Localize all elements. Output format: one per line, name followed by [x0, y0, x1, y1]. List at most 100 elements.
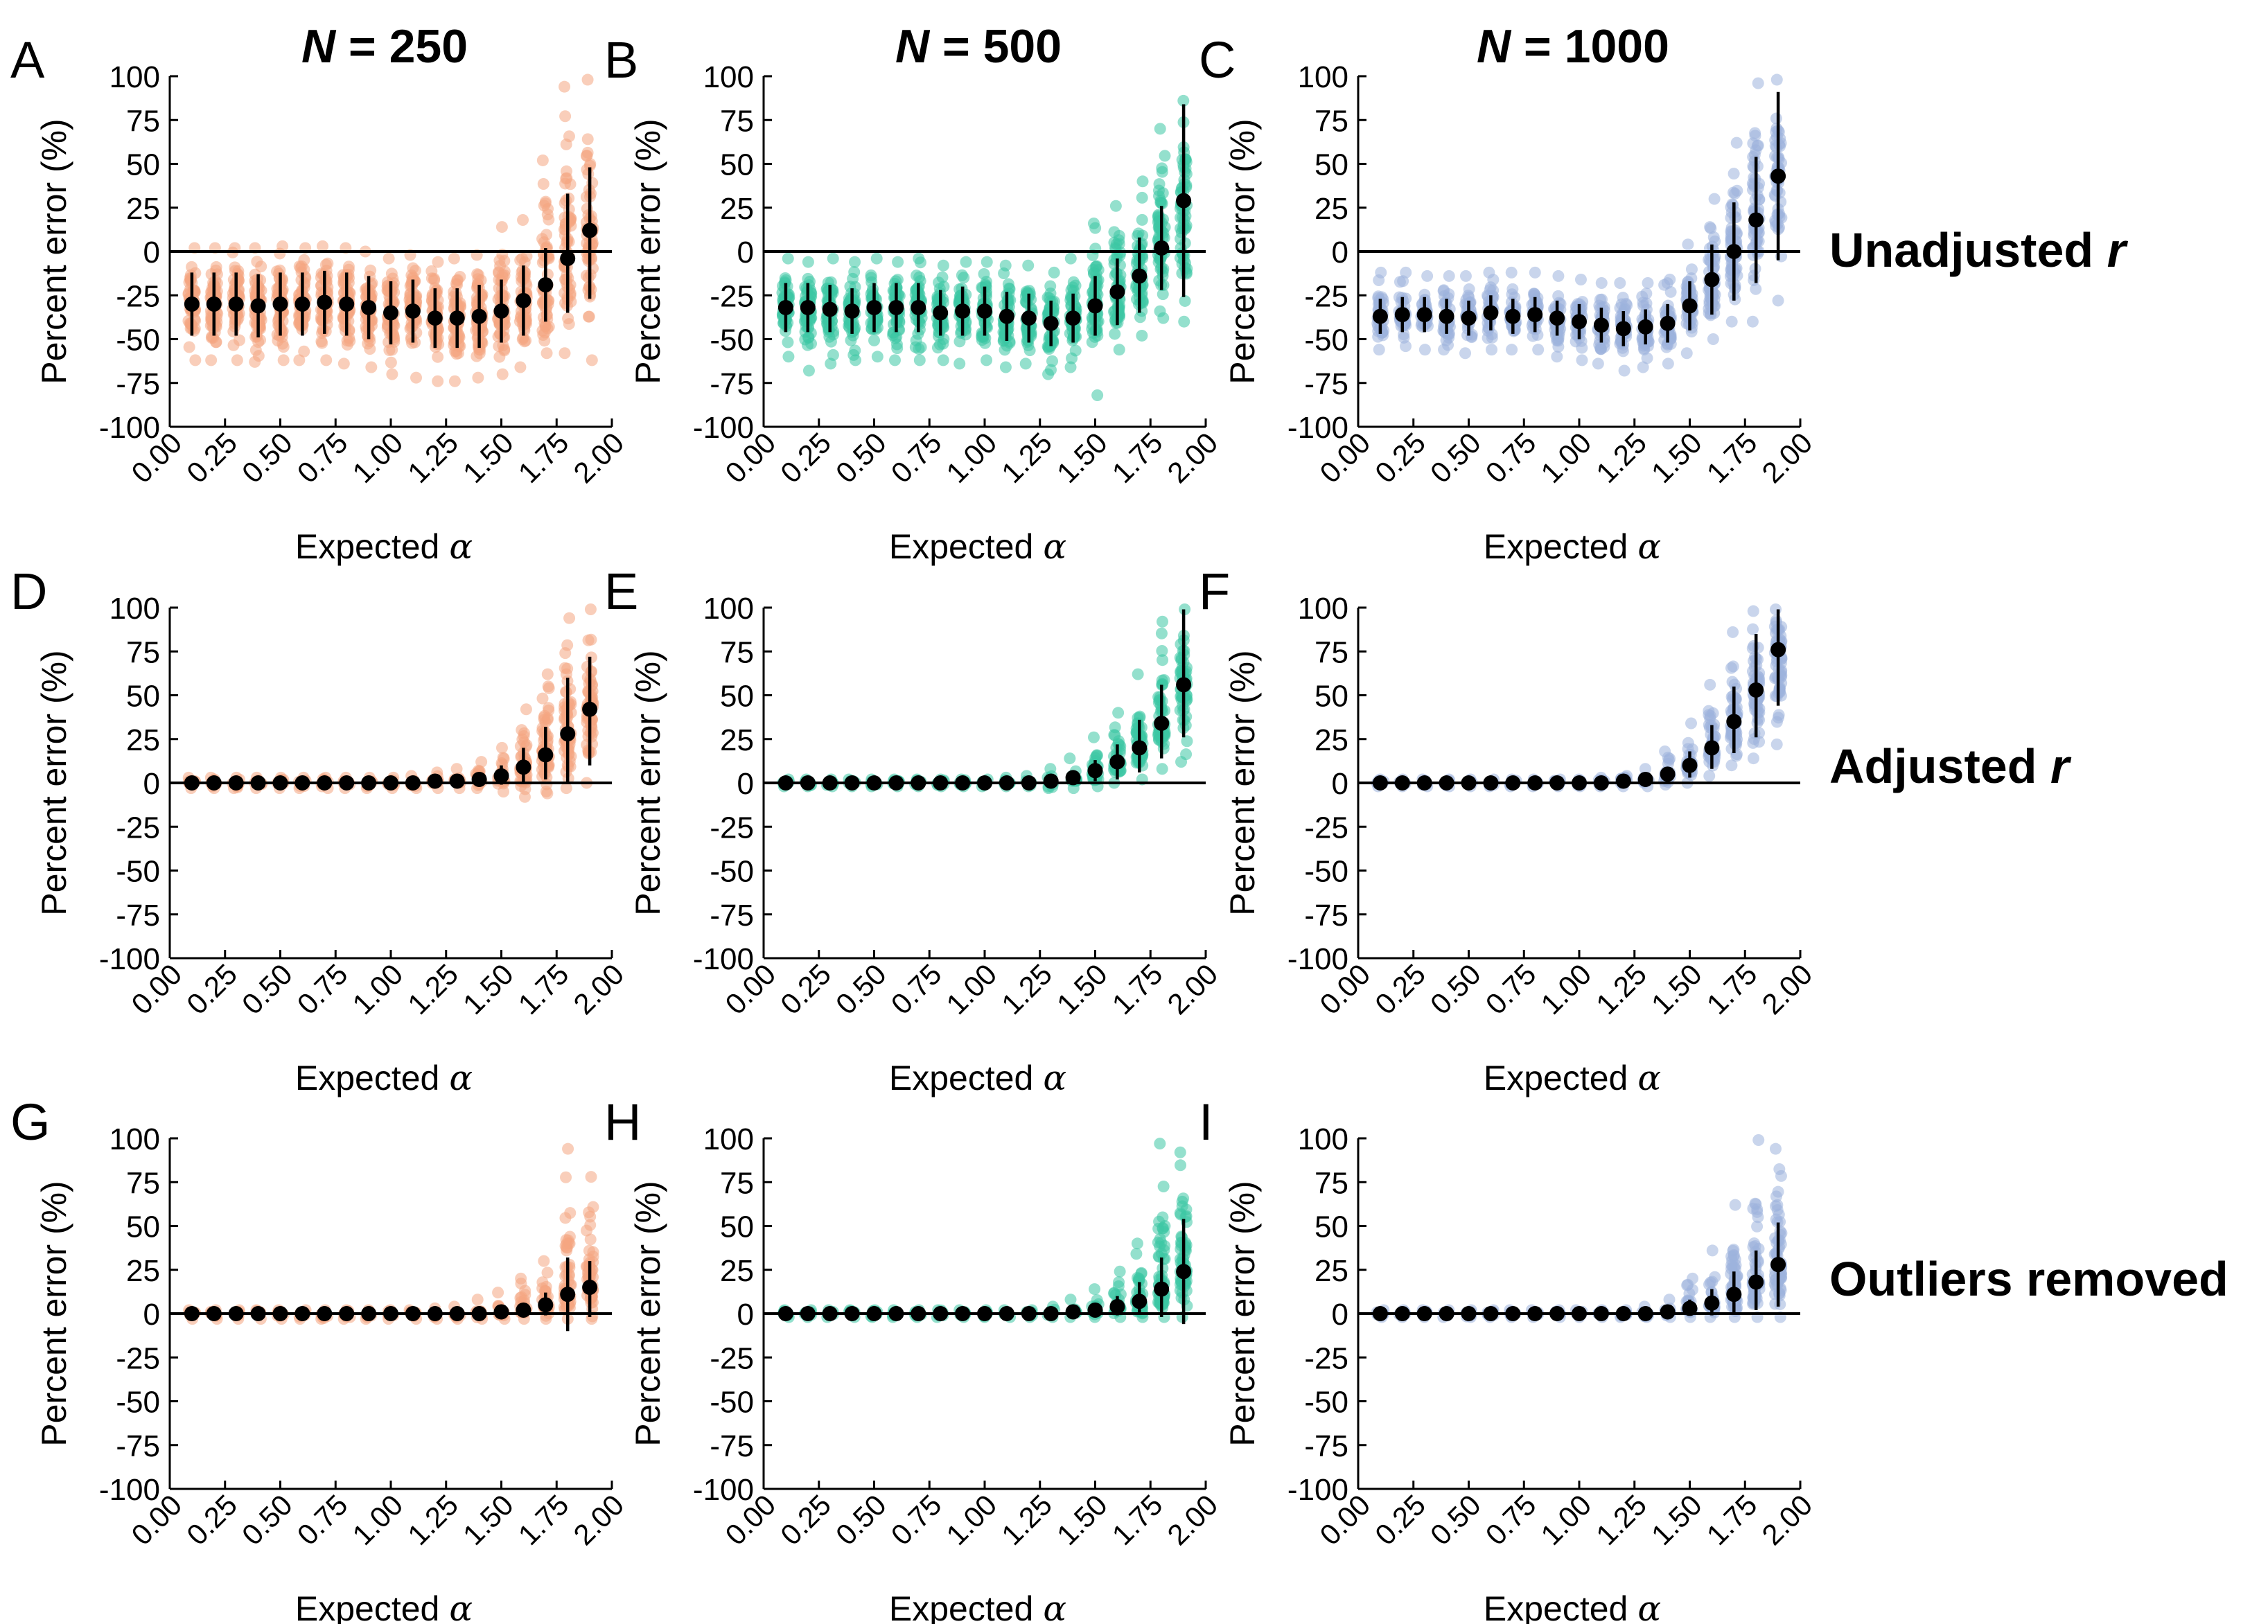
- scatter-point: [362, 337, 374, 350]
- scatter-point: [1157, 654, 1169, 667]
- y-tick-label: 75: [720, 104, 754, 138]
- mean-point: [1483, 305, 1499, 321]
- scatter-point: [1157, 288, 1169, 301]
- x-axis-label: Expected α: [1484, 1058, 1661, 1098]
- mean-point: [206, 775, 222, 791]
- x-tick-label: 2.00: [567, 957, 630, 1021]
- panel-letter: D: [10, 563, 47, 620]
- scatter-point: [1708, 756, 1721, 768]
- mean-point: [955, 775, 971, 791]
- mean-point: [560, 251, 576, 267]
- mean-point: [1416, 775, 1432, 791]
- mean-point: [1704, 740, 1720, 756]
- scatter-point: [1373, 274, 1385, 286]
- mean-point: [1065, 310, 1081, 326]
- y-tick-label: 25: [126, 723, 160, 757]
- scatter-points: [777, 603, 1193, 795]
- mean-point: [1615, 321, 1631, 337]
- mean-point: [295, 775, 310, 791]
- scatter-point: [1707, 707, 1719, 719]
- scatter-point: [1487, 274, 1500, 286]
- scatter-point: [870, 252, 883, 265]
- scatter-point: [1132, 229, 1144, 242]
- x-tick-label: 1.75: [1700, 426, 1764, 489]
- mean-point: [1109, 754, 1125, 770]
- scatter-point: [998, 267, 1010, 279]
- scatter-point: [1727, 626, 1739, 638]
- scatter-point: [847, 348, 860, 361]
- scatter-point: [385, 267, 398, 280]
- scatter-point: [1682, 736, 1694, 749]
- mean-point: [449, 773, 465, 789]
- scatter-point: [1642, 277, 1654, 290]
- scatter-point: [583, 310, 595, 323]
- scatter-point: [563, 318, 575, 330]
- y-tick-label: 50: [126, 148, 160, 182]
- x-tick-label: 0.50: [236, 426, 299, 489]
- mean-point: [1394, 775, 1410, 791]
- x-tick-label: 1.75: [1106, 426, 1169, 489]
- scatter-point: [563, 130, 575, 143]
- scatter-point: [1158, 674, 1170, 687]
- scatter-point: [1553, 297, 1565, 309]
- x-tick-label: 2.00: [1161, 957, 1224, 1021]
- scatter-point: [317, 315, 329, 328]
- scatter-point: [448, 375, 461, 387]
- scatter-point: [560, 1171, 572, 1183]
- scatter-point: [1180, 748, 1193, 761]
- scatter-point: [779, 272, 791, 285]
- mean-point: [339, 296, 355, 312]
- scatter-point: [1752, 77, 1764, 89]
- scatter-point: [1748, 180, 1761, 193]
- scatter-point: [537, 177, 550, 190]
- scatter-point: [1156, 615, 1168, 628]
- scatter-point: [956, 269, 968, 281]
- scatter-point: [1703, 770, 1716, 782]
- mean-point: [1372, 775, 1388, 791]
- y-tick-label: 25: [720, 723, 754, 757]
- mean-point: [933, 775, 949, 791]
- y-tick-label: 75: [126, 104, 160, 138]
- scatter-point: [953, 358, 966, 370]
- mean-point: [1154, 715, 1170, 731]
- x-tick-label: 0.75: [1479, 426, 1542, 489]
- scatter-point: [1662, 358, 1674, 370]
- scatter-point: [1112, 707, 1125, 719]
- scatter-point: [1680, 347, 1693, 360]
- mean-point: [538, 747, 554, 763]
- scatter-point: [848, 266, 861, 279]
- mean-point: [272, 775, 288, 791]
- scatter-points: [183, 1142, 599, 1325]
- mean-point: [383, 775, 398, 791]
- mean-point: [1394, 307, 1410, 323]
- y-tick-label: -25: [710, 279, 754, 313]
- x-axis-label: Expected α: [295, 527, 473, 567]
- x-tick-label: 1.25: [1590, 957, 1653, 1021]
- mean-point: [471, 771, 487, 787]
- x-tick-label: 1.50: [1051, 426, 1114, 489]
- panel-g: G 1007550250-25-50-75-1000.000.250.500.75…: [10, 1093, 630, 1624]
- x-tick-label: 0.50: [1424, 426, 1487, 489]
- mean-point: [1461, 775, 1477, 791]
- scatter-point: [868, 334, 881, 346]
- scatter-point: [471, 268, 484, 281]
- x-axis-label-text: Expected: [295, 527, 439, 566]
- x-axis-label: Expected α: [889, 527, 1066, 567]
- y-tick-label: -50: [116, 855, 160, 889]
- scatter-point: [517, 213, 529, 226]
- y-tick-label: -50: [1304, 324, 1348, 358]
- x-tick-label: 2.00: [1755, 957, 1818, 1021]
- mean-point: [777, 299, 793, 315]
- scatter-point: [255, 261, 267, 273]
- scatter-point: [1048, 266, 1060, 279]
- scatter-point: [337, 358, 350, 370]
- scatter-point: [386, 368, 398, 380]
- mean-point: [977, 303, 992, 319]
- mean-point: [1087, 298, 1103, 314]
- scatter-point: [1662, 754, 1675, 766]
- scatter-point: [342, 276, 355, 289]
- scatter-point: [960, 256, 972, 268]
- mean-point: [250, 298, 266, 314]
- x-axis-label-text: Expected: [295, 1059, 439, 1097]
- scatter-point: [1486, 344, 1498, 356]
